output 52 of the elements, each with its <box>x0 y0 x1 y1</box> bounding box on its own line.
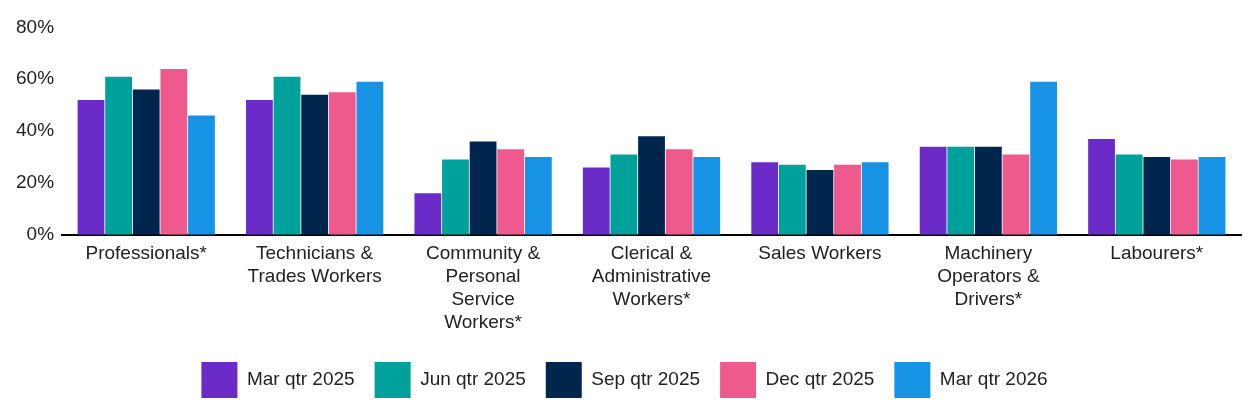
x-tick-label: Sales Workers <box>758 242 882 264</box>
bar <box>947 146 975 235</box>
y-tick-label: 20% <box>16 171 55 193</box>
legend-label: Sep qtr 2025 <box>591 368 701 390</box>
x-tick-label: Professionals* <box>85 242 208 264</box>
bar <box>442 159 469 235</box>
bar <box>160 68 188 235</box>
bar <box>806 169 834 235</box>
bar <box>1115 154 1143 235</box>
legend-label: Mar qtr 2026 <box>939 368 1048 390</box>
bar <box>751 162 779 235</box>
legend-label: Jun qtr 2025 <box>420 368 526 390</box>
x-tick-label: Clerical & Administrative Workers* <box>591 242 712 310</box>
legend-label: Mar qtr 2025 <box>246 368 355 390</box>
bar <box>861 162 889 235</box>
y-tick-label: 60% <box>16 67 55 89</box>
bar <box>1088 138 1115 235</box>
bar <box>273 76 301 235</box>
bar <box>414 193 442 235</box>
bar <box>469 141 497 235</box>
bar <box>328 92 356 235</box>
bar <box>693 157 721 235</box>
x-tick-label: Machinery Operators & Drivers* <box>937 242 1040 310</box>
bar <box>638 136 665 235</box>
bar <box>1030 81 1057 235</box>
bar <box>665 149 693 235</box>
bar <box>77 99 105 235</box>
bar <box>1002 154 1030 235</box>
bar <box>132 89 160 235</box>
x-tick-label: Labourers* <box>1110 242 1204 264</box>
bar <box>834 164 861 235</box>
y-tick-label: 40% <box>16 119 55 141</box>
y-tick-label: 80% <box>16 15 55 37</box>
bar <box>778 164 806 235</box>
bar <box>105 76 133 235</box>
bar <box>582 167 610 235</box>
bar <box>1171 159 1198 235</box>
bar <box>497 149 525 235</box>
bar <box>301 94 329 235</box>
bar <box>919 146 947 235</box>
legend-label: Dec qtr 2025 <box>765 368 875 390</box>
bar <box>356 81 384 235</box>
bar <box>246 99 273 235</box>
bar <box>974 146 1002 235</box>
x-tick-label: Community & Personal Service Workers* <box>426 242 541 332</box>
x-tick-label: Technicians & Trades Workers <box>247 242 382 287</box>
bar <box>188 115 215 235</box>
bar <box>1143 157 1171 235</box>
bar <box>610 154 638 235</box>
y-tick-label: 0% <box>26 223 55 245</box>
bar <box>524 157 552 235</box>
bar <box>1198 157 1226 235</box>
